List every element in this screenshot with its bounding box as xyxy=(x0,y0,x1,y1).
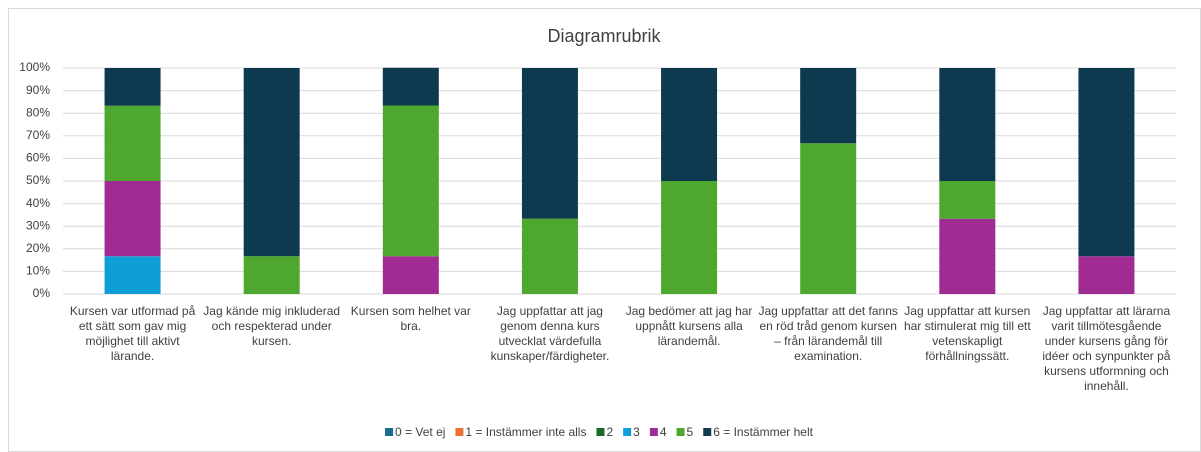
bar-segment xyxy=(1078,68,1135,257)
x-tick-label: Jag uppfattar att jag genom denna kurs u… xyxy=(490,304,610,363)
legend-label: 5 xyxy=(687,425,694,439)
x-tick-label: Jag kände mig inkluderad och respekterad… xyxy=(203,304,341,348)
y-tick-label: 20% xyxy=(26,241,50,255)
chart-border xyxy=(8,8,1201,452)
y-tick-label: 100% xyxy=(19,60,50,74)
bar-segment xyxy=(939,218,996,294)
legend-label: 1 = Instämmer inte alls xyxy=(465,425,586,439)
bar-segment xyxy=(243,68,300,257)
x-tick-label-box: Jag uppfattar att kursen har stimulerat … xyxy=(903,304,1031,363)
legend-swatch xyxy=(623,428,632,436)
bar-segment xyxy=(104,181,161,257)
legend-swatch xyxy=(596,428,605,436)
x-tick-label-box: Kursen var utformad på ett sätt som gav … xyxy=(69,304,196,363)
bar-segment xyxy=(521,68,578,219)
bar-segment xyxy=(661,68,718,181)
bar-segment xyxy=(243,256,300,294)
bar-segment xyxy=(1078,256,1135,294)
bar-segment xyxy=(800,68,857,144)
x-tick-label: Kursen som helhet var bra. xyxy=(350,304,471,333)
legend-label: 6 = Instämmer helt xyxy=(713,425,813,439)
x-tick-label-box: Jag uppfattar att jag genom denna kurs u… xyxy=(490,304,610,363)
y-tick-label: 60% xyxy=(26,151,50,165)
legend-swatch xyxy=(676,428,685,436)
x-tick-label-box: Jag uppfattar att det fanns en röd tråd … xyxy=(758,304,898,363)
x-tick-label-box: Kursen som helhet var bra. xyxy=(350,304,471,333)
bar-segment xyxy=(104,256,161,294)
legend: 0 = Vet ej 1 = Instämmer inte alls 2 3 4 5 6 =… xyxy=(385,425,814,439)
y-tick-label: 40% xyxy=(26,196,50,210)
bar-segment xyxy=(382,105,439,257)
legend-label: 4 xyxy=(660,425,667,439)
y-tick-label: 90% xyxy=(26,83,50,97)
y-tick-label: 70% xyxy=(26,128,50,142)
x-tick-label-box: Jag kände mig inkluderad och respekterad… xyxy=(203,304,341,348)
bar-segment xyxy=(382,256,439,294)
legend-label: 3 xyxy=(633,425,640,439)
y-tick-label: 80% xyxy=(26,105,50,119)
x-tick-label: Jag uppfattar att kursen har stimulerat … xyxy=(903,304,1031,363)
bar-segment xyxy=(382,67,439,106)
x-tick-label: Jag uppfattar att lärarna varit tillmöte… xyxy=(1042,304,1171,393)
y-tick-label: 30% xyxy=(26,218,50,232)
bar-segment xyxy=(104,105,161,181)
legend-swatch xyxy=(649,428,658,436)
x-tick-label-box: Jag bedömer att jag har uppnått kursens … xyxy=(625,304,753,348)
legend-swatch xyxy=(455,428,464,436)
bar-segment xyxy=(800,143,857,294)
bar-segment xyxy=(661,181,718,294)
y-tick-label: 50% xyxy=(26,173,50,187)
x-tick-label-box: Jag uppfattar att lärarna varit tillmöte… xyxy=(1042,304,1171,393)
x-tick-label: Kursen var utformad på ett sätt som gav … xyxy=(69,304,196,363)
x-tick-label: Jag uppfattar att det fanns en röd tråd … xyxy=(758,304,898,363)
legend-label: 2 xyxy=(606,425,613,439)
chart-title: Diagramrubrik xyxy=(547,26,661,46)
bar-segment xyxy=(939,181,996,219)
bar-segment xyxy=(939,68,996,181)
legend-label: 0 = Vet ej xyxy=(395,425,445,439)
legend-swatch xyxy=(703,428,712,436)
y-tick-label: 10% xyxy=(26,264,50,278)
y-tick-label: 0% xyxy=(33,286,51,300)
legend-swatch xyxy=(385,428,394,436)
x-tick-label: Jag bedömer att jag har uppnått kursens … xyxy=(625,304,753,348)
bar-segment xyxy=(521,218,578,294)
bar-segment xyxy=(104,68,161,106)
